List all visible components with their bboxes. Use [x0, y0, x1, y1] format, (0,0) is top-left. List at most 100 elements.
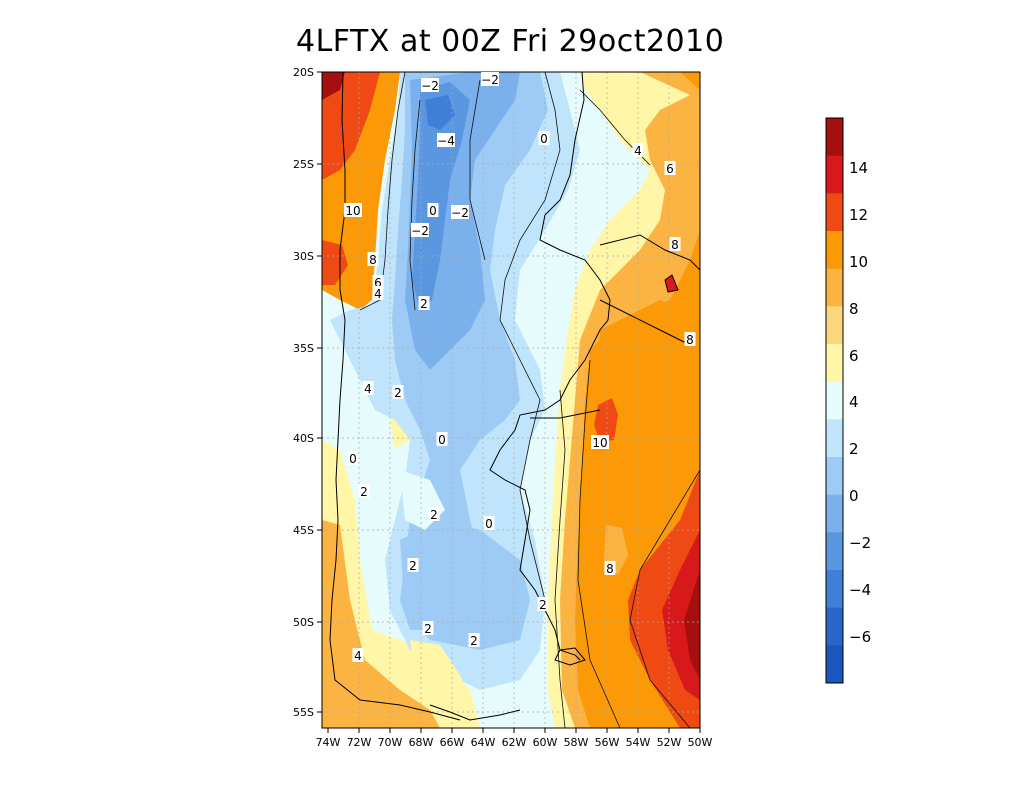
contour-lines	[359, 71, 701, 729]
colorbar-segment	[826, 268, 843, 307]
contour-label-bg	[537, 597, 549, 611]
contour-label-bg	[421, 78, 439, 92]
colorbar-label: 6	[849, 347, 859, 365]
colorbar-label: −2	[849, 534, 871, 552]
lon-tick-label: 64W	[471, 736, 496, 749]
contour-label-bg	[422, 621, 434, 635]
map-grid	[322, 72, 700, 728]
contour-label-bg	[437, 133, 455, 147]
contour-label: 2	[539, 598, 547, 612]
contour-label-bg	[428, 507, 440, 521]
colorbar-label: 12	[849, 206, 868, 224]
colorbar: 14 12 10 8 6 4 2 0 −2 −4 −6	[825, 117, 871, 684]
contour-label-bg	[669, 237, 681, 251]
lon-tick-label: 68W	[409, 736, 434, 749]
contour-label: 4	[364, 382, 372, 396]
field-central-blue3	[412, 82, 470, 310]
colorbar-label: −4	[849, 581, 871, 599]
lon-tick-label: 50W	[688, 736, 713, 749]
contour-label: 8	[686, 333, 694, 347]
colorbar-label: 4	[849, 393, 859, 411]
field-central-blue4	[425, 95, 455, 130]
contour-label: 8	[369, 253, 377, 267]
lon-tick-label: 56W	[595, 736, 620, 749]
colorbar-segment	[826, 118, 843, 157]
contour-label: −2	[481, 73, 499, 87]
colorbar-segment	[826, 193, 843, 232]
contour-label: 10	[345, 204, 360, 218]
map-axes: 20S 25S 30S 35S 40S 45S 50S 55S 74W 72W 70W 68W 66W 6…	[293, 66, 713, 749]
lon-tick-label: 54W	[626, 736, 651, 749]
contour-label-bg	[483, 516, 495, 530]
colorbar-segment	[826, 607, 843, 646]
map-frame	[321, 71, 701, 729]
contour-label-bg	[372, 275, 384, 289]
contour-label: −2	[451, 206, 469, 220]
lat-tick-label: 25S	[293, 158, 314, 171]
page-title: 4LFTX at 00Z Fri 29oct2010	[296, 24, 725, 59]
lat-tick-label: 55S	[293, 706, 314, 719]
field-west-darkred	[322, 72, 345, 100]
field-east-orange2	[590, 300, 700, 520]
contour-label-bg	[684, 332, 696, 346]
lon-tick-label: 52W	[657, 736, 682, 749]
contour-label: 0	[438, 433, 446, 447]
lon-tick-label: 70W	[378, 736, 403, 749]
contour-label-bg	[352, 648, 364, 662]
field-west-red2	[322, 240, 348, 285]
field-east-deepred	[684, 570, 700, 680]
colorbar-label: −6	[849, 628, 871, 646]
contour-label-bg	[407, 558, 419, 572]
field-south-yellow	[410, 640, 470, 700]
contour-label-bg	[468, 633, 480, 647]
colorbar-frame	[825, 117, 844, 684]
contour-label: 6	[374, 276, 382, 290]
contour-label-bg	[372, 286, 384, 300]
colorbar-segment	[826, 645, 843, 684]
contour-label: 2	[409, 559, 417, 573]
colorbar-segment	[826, 457, 843, 496]
contour-label-bg	[481, 72, 499, 86]
contour-label: −4	[437, 134, 455, 148]
field-south-blue	[400, 520, 530, 650]
contour-label: 6	[666, 162, 674, 176]
colorbar-segment	[826, 344, 843, 383]
lon-tick-label: 62W	[502, 736, 527, 749]
colorbar-segment	[826, 419, 843, 458]
contour-label: 8	[606, 562, 614, 576]
contour-label: 2	[424, 622, 432, 636]
colorbar-segment	[826, 231, 843, 270]
colorbar-label: 2	[849, 440, 859, 458]
contour-label-bg	[411, 223, 429, 237]
colorbar-segment	[826, 155, 843, 194]
contour-label: 4	[634, 144, 642, 158]
contour-label: 2	[360, 485, 368, 499]
map-plot-area	[322, 72, 700, 728]
contour-label: 2	[420, 297, 428, 311]
contour-label: 2	[430, 508, 438, 522]
contour-label: 4	[374, 287, 382, 301]
contour-label-bg	[358, 484, 370, 498]
contour-label: 0	[540, 132, 548, 146]
contour-label-bg	[632, 143, 644, 157]
colorbar-segment	[826, 381, 843, 420]
contour-label-bg	[427, 203, 439, 217]
contour-label: 0	[485, 517, 493, 531]
lat-tick-label: 35S	[293, 342, 314, 355]
field-west-red	[322, 72, 380, 180]
colorbar-segment	[826, 306, 843, 345]
contour-label: −2	[421, 79, 439, 93]
lon-tick-label: 58W	[564, 736, 589, 749]
contour-label: −2	[411, 224, 429, 238]
contour-label: 2	[470, 634, 478, 648]
colorbar-segment	[826, 532, 843, 571]
contour-label-bg	[664, 161, 676, 175]
lon-tick-label: 66W	[440, 736, 465, 749]
contour-label-bg	[451, 205, 469, 219]
colorbar-label: 14	[849, 159, 868, 177]
lat-tick-label: 40S	[293, 432, 314, 445]
lon-tick-label: 74W	[316, 736, 341, 749]
contour-label-bg	[538, 131, 550, 145]
lon-tick-label: 72W	[347, 736, 372, 749]
